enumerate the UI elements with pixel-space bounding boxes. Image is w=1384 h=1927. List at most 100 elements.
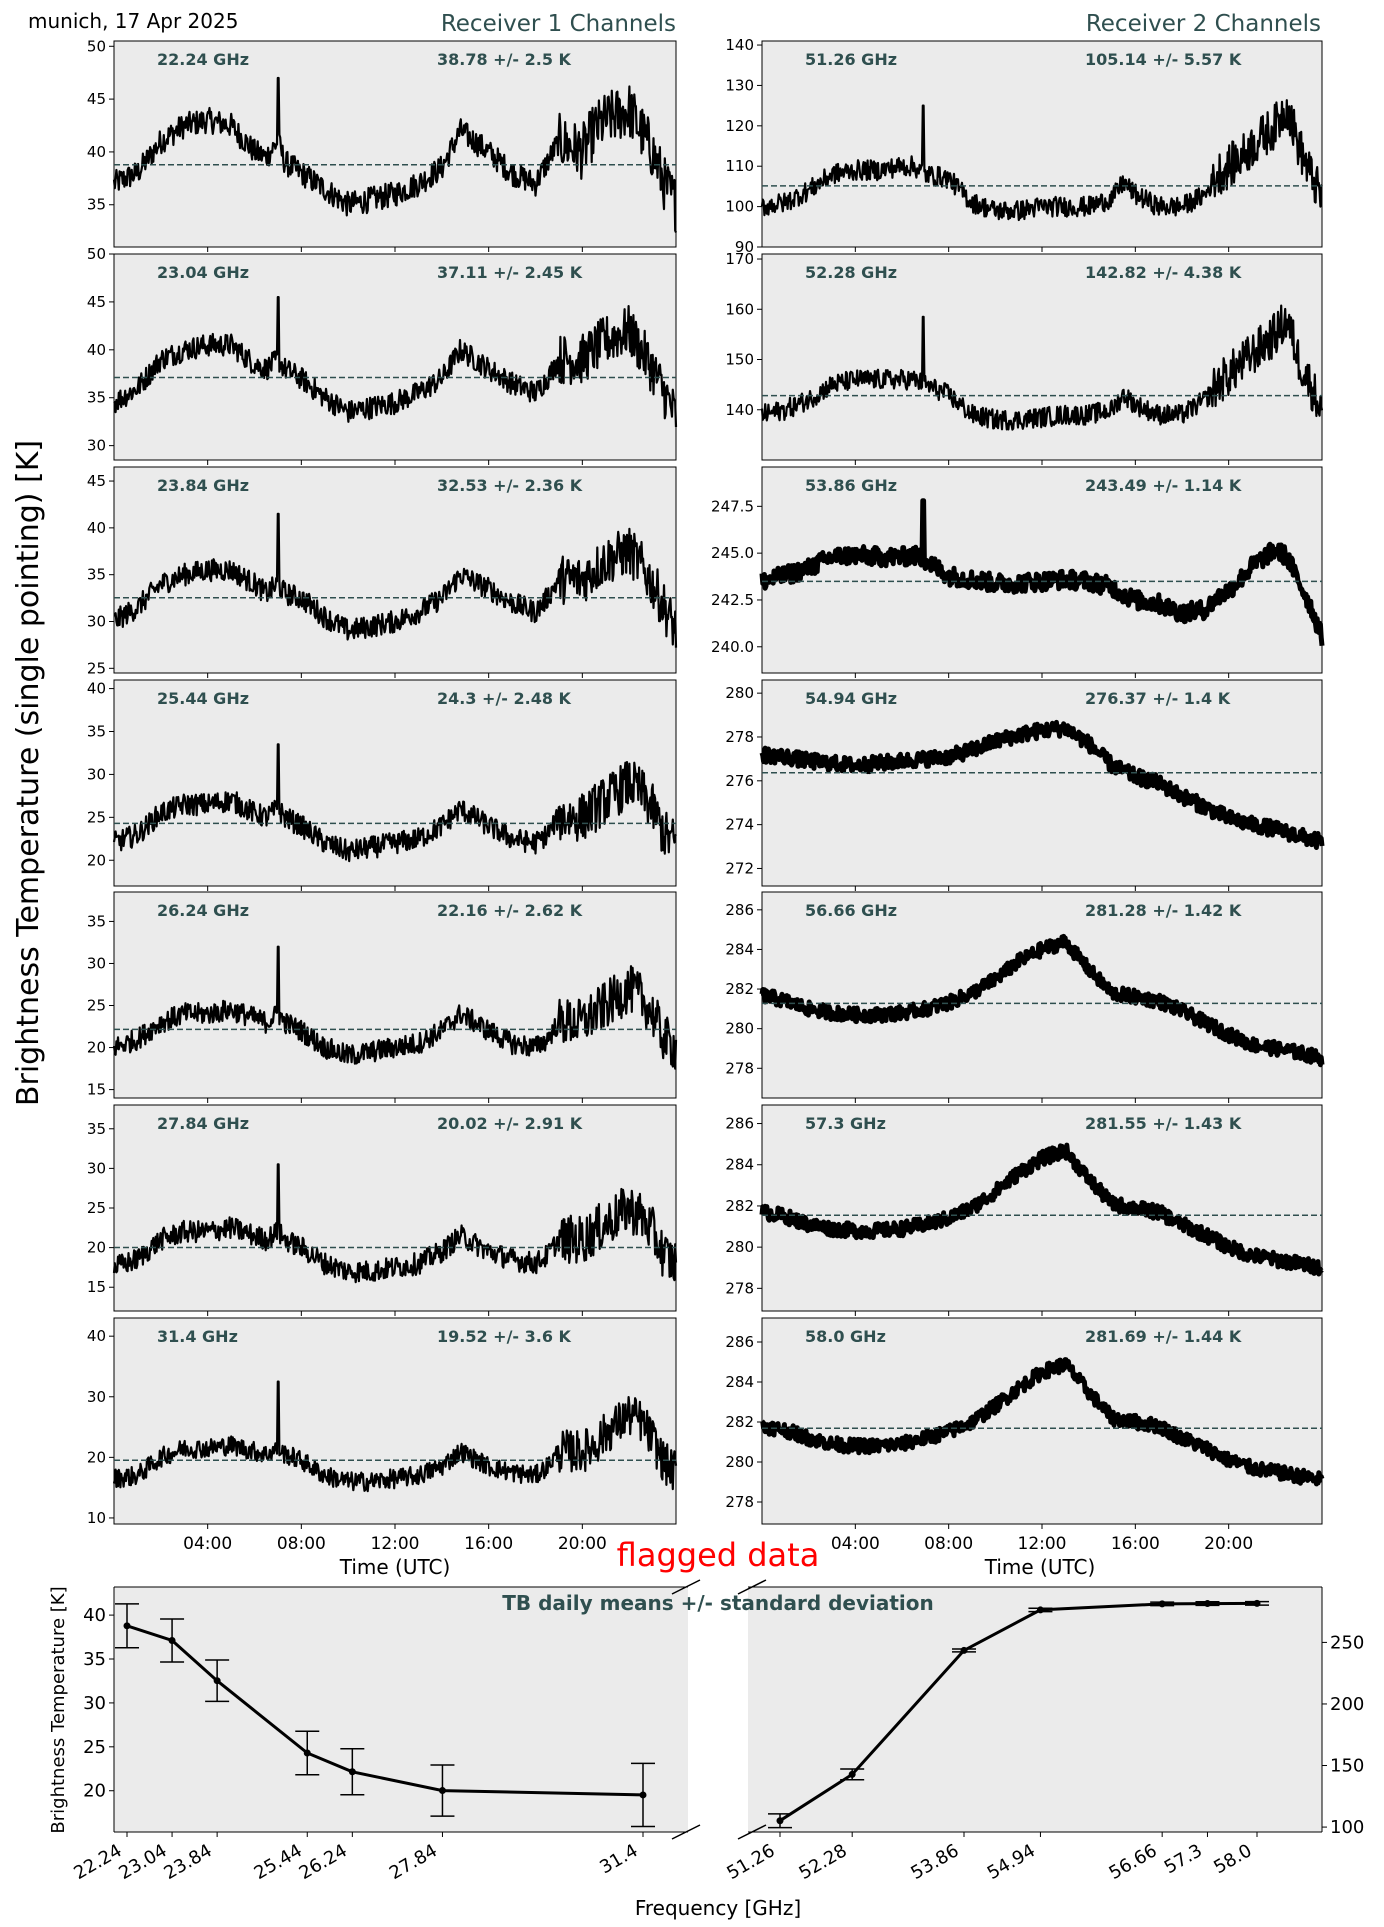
panel-background: [113, 1317, 677, 1525]
channel-mean-std-label: 105.14 +/- 5.57 K: [1085, 50, 1242, 69]
channel-frequency-label: 25.44 GHz: [157, 689, 249, 708]
summary-point: [848, 1770, 856, 1778]
r2-time-xlabel: Time (UTC): [984, 1555, 1096, 1579]
channel-mean-std-label: 38.78 +/- 2.5 K: [437, 50, 572, 69]
summary-point: [438, 1787, 446, 1795]
summary-x-tick-label: 23.04: [115, 1840, 170, 1884]
y-tick-label: 110: [725, 157, 754, 175]
time-tick-label: 20:00: [558, 1534, 607, 1554]
channel-mean-std-label: 20.02 +/- 2.91 K: [437, 1114, 583, 1133]
y-tick-label: 240.0: [711, 638, 754, 656]
summary-point: [348, 1768, 356, 1776]
channel-frequency-label: 23.04 GHz: [157, 263, 249, 282]
summary-x-tick-label: 57.3: [1161, 1840, 1206, 1878]
panel-background: [761, 891, 1323, 1099]
y-tick-label: 35: [87, 196, 106, 214]
channel-mean-std-label: 281.69 +/- 1.44 K: [1085, 1327, 1242, 1346]
y-tick-label: 280: [725, 684, 754, 702]
data-trace: [760, 99, 1323, 222]
summary-x-tick-label: 52.28: [796, 1840, 851, 1884]
y-tick-label: 50: [87, 37, 106, 55]
location-date-label: munich, 17 Apr 2025: [28, 9, 238, 33]
summary-x-tick-label: 31.4: [596, 1840, 641, 1878]
data-trace: [112, 743, 677, 863]
timeseries-panel: 272 274 276 278 280 54.94 GHz 276.37 +/- 1.4 K: [725, 679, 1325, 891]
time-tick-label: 04:00: [831, 1534, 880, 1554]
y-tick-label: 30: [87, 765, 106, 783]
channel-mean-std-label: 243.49 +/- 1.14 K: [1085, 476, 1242, 495]
channel-mean-std-label: 37.11 +/- 2.45 K: [437, 263, 583, 282]
timeseries-panels: 35 40 45 50 22.24 GHz 38.78 +/- 2.5 K 30 35 40 45…: [87, 36, 1325, 1554]
y-tick-label: 45: [87, 90, 106, 108]
y-tick-label: 15: [87, 1278, 106, 1296]
y-tick-label: 20: [87, 1239, 106, 1257]
panel-background: [761, 1317, 1323, 1525]
channel-frequency-label: 52.28 GHz: [805, 263, 897, 282]
time-tick-label: 04:00: [183, 1534, 232, 1554]
flagged-data-label: flagged data: [617, 1536, 820, 1574]
summary-point: [1036, 1606, 1044, 1614]
y-tick-label: 140: [725, 401, 754, 419]
axis-break-mark: [737, 1824, 767, 1840]
y-tick-label: 10: [87, 1509, 106, 1527]
y-tick-label: 35: [87, 912, 106, 930]
summary-title: TB daily means +/- standard deviation: [502, 1591, 934, 1615]
receiver1-title: Receiver 1 Channels: [441, 11, 676, 37]
channel-mean-std-label: 281.28 +/- 1.42 K: [1085, 901, 1242, 920]
y-tick-label: 25: [87, 1199, 106, 1217]
timeseries-panel: 278 280 282 284 286 56.66 GHz 281.28 +/- 1.42 …: [725, 891, 1325, 1103]
y-tick-label: 30: [87, 1159, 106, 1177]
channel-mean-std-label: 276.37 +/- 1.4 K: [1085, 689, 1231, 708]
channel-frequency-label: 56.66 GHz: [805, 901, 897, 920]
y-tick-label: 40: [87, 519, 106, 537]
y-axis-label: Brightness Temperature (single pointing)…: [11, 440, 46, 1106]
y-tick-label: 35: [87, 1120, 106, 1138]
summary-x-tick-label: 53.86: [907, 1840, 962, 1884]
summary-point: [1253, 1599, 1261, 1607]
timeseries-panel: 10 20 30 40 31.4 GHz 19.52 +/- 3.6 K: [87, 1317, 678, 1529]
y-tick-label: 30: [87, 613, 106, 631]
summary-y-tick-label: 250: [1330, 1632, 1364, 1653]
y-tick-label: 274: [725, 816, 754, 834]
axis-break-gap: [688, 1581, 748, 1838]
y-tick-label: 150: [725, 351, 754, 369]
y-tick-label: 280: [725, 1020, 754, 1038]
summary-point: [213, 1677, 221, 1685]
summary-point: [123, 1622, 131, 1630]
summary-x-tick-label: 54.94: [984, 1840, 1039, 1884]
y-tick-label: 286: [725, 1333, 754, 1351]
time-tick-label: 12:00: [1018, 1534, 1067, 1554]
panel-background: [113, 679, 677, 887]
y-tick-label: 276: [725, 772, 754, 790]
y-tick-label: 25: [87, 997, 106, 1015]
summary-point: [1158, 1600, 1166, 1608]
data-trace: [112, 1163, 678, 1284]
timeseries-panel: 278 280 282 284 286 57.3 GHz 281.55 +/- 1.43 K: [725, 1104, 1324, 1316]
r1-time-xlabel: Time (UTC): [339, 1555, 451, 1579]
channel-frequency-label: 27.84 GHz: [157, 1114, 249, 1133]
time-tick-label: 16:00: [464, 1534, 513, 1554]
y-tick-label: 30: [87, 437, 106, 455]
y-tick-label: 282: [725, 1413, 754, 1431]
y-tick-label: 45: [87, 472, 106, 490]
channel-frequency-label: 53.86 GHz: [805, 476, 897, 495]
summary-x-tick-label: 23.84: [161, 1840, 216, 1884]
y-tick-label: 278: [725, 728, 754, 746]
data-trace: [112, 76, 678, 233]
timeseries-panel: 90 100 110 120 130 140 51.26 GHz 105.14 +/- 5.5…: [725, 36, 1323, 256]
y-tick-label: 280: [725, 1453, 754, 1471]
panel-background: [761, 679, 1323, 887]
summary-x-tick-label: 27.84: [386, 1840, 441, 1884]
summary-ylabel: Brightness Temperature [K]: [48, 1586, 69, 1833]
data-trace: [759, 1142, 1324, 1277]
y-tick-label: 160: [725, 300, 754, 318]
y-tick-label: 272: [725, 859, 754, 877]
y-tick-label: 35: [87, 389, 106, 407]
channel-frequency-label: 26.24 GHz: [157, 901, 249, 920]
data-trace: [112, 1380, 678, 1493]
y-tick-label: 20: [87, 1448, 106, 1466]
summary-x-tick-label: 26.24: [296, 1840, 351, 1884]
data-trace: [759, 933, 1325, 1068]
timeseries-panel: 240.0 242.5 245.0 247.5 53.86 GHz 243.49 +/- …: [711, 466, 1325, 678]
channel-frequency-label: 58.0 GHz: [805, 1327, 886, 1346]
